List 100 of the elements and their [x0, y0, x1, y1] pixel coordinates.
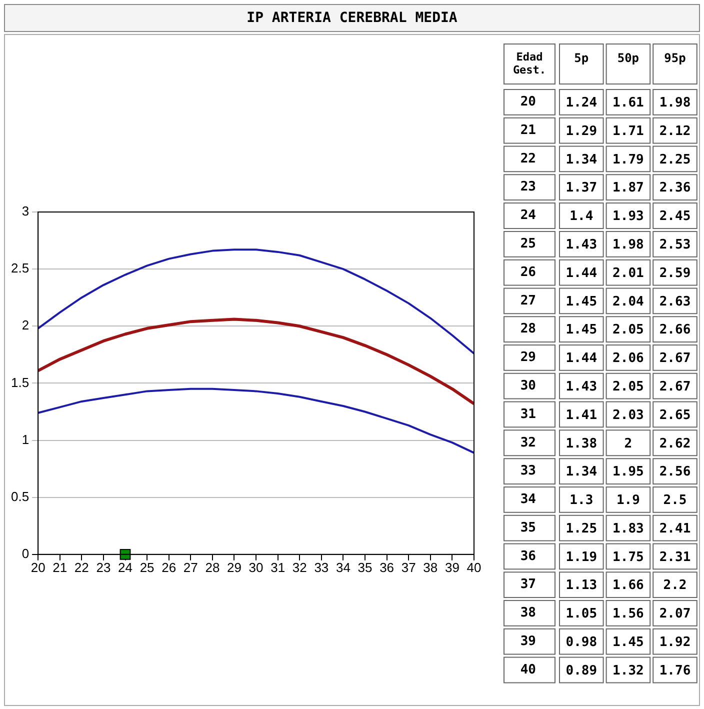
data-label: 2.41 — [659, 521, 691, 536]
y-tick-label: 26 — [520, 264, 536, 280]
data-label: 2.5 — [663, 493, 687, 508]
x-tick-label: 33 — [314, 560, 329, 575]
data-label: 1.44 — [566, 266, 598, 281]
data-label: 1.76 — [659, 663, 691, 678]
data-label: 1.4 — [570, 209, 594, 224]
x-tick-label: 30 — [248, 560, 264, 575]
x-tick-label: 40 — [466, 560, 482, 575]
y-tick-label: 21 — [520, 122, 536, 138]
data-label: 1.61 — [612, 96, 644, 111]
x-tick-label: 36 — [380, 560, 394, 575]
y-tick-label: 34 — [520, 492, 536, 508]
data-label: 0.98 — [566, 634, 598, 650]
data-label: 1.87 — [612, 180, 644, 196]
x-tick-label: 50p — [617, 50, 640, 65]
x-tick-label: 28 — [205, 560, 220, 575]
data-label: 1.44 — [566, 351, 598, 366]
x-tick-label: 37 — [401, 560, 416, 575]
y-tick-label: 25 — [520, 236, 536, 252]
data-label: 1.66 — [612, 578, 644, 594]
data-label: 2.05 — [612, 322, 644, 338]
y-tick-label: 2 — [22, 318, 30, 333]
x-tick-label: 35 — [358, 560, 372, 575]
data-label: 1.34 — [566, 464, 598, 480]
data-label: 1.37 — [566, 180, 598, 196]
x-tick-label: 39 — [444, 560, 460, 575]
y-tick-label: 1.5 — [10, 374, 30, 390]
x-tick-label: 24 — [118, 560, 132, 575]
data-label: 1.43 — [566, 238, 598, 253]
data-label: 1.13 — [566, 578, 598, 594]
x-tick-label: 26 — [162, 560, 176, 575]
data-label: 1.79 — [612, 152, 644, 168]
data-label: 1.25 — [566, 521, 598, 536]
data-label: 1.34 — [566, 152, 598, 168]
data-label: 2.45 — [659, 209, 691, 224]
data-label: 2.12 — [659, 124, 691, 139]
data-label: 1.9 — [616, 493, 640, 508]
data-label: 2.31 — [659, 550, 691, 565]
data-label: 1.19 — [566, 550, 598, 565]
data-label: 1.71 — [612, 124, 644, 139]
x-tick-label: 32 — [292, 560, 307, 575]
data-label: 1.56 — [612, 606, 644, 622]
y-tick-label: 37 — [520, 577, 536, 592]
y-tick-label: 2.5 — [10, 260, 30, 276]
data-label: 1.98 — [659, 96, 691, 111]
y-tick-label: 29 — [520, 350, 536, 366]
y-tick-label: 38 — [520, 606, 536, 621]
data-label: 2.05 — [612, 379, 644, 394]
data-label: 2.53 — [659, 238, 691, 253]
data-label: 2 — [624, 436, 632, 452]
data-label: 1.41 — [566, 408, 598, 423]
data-label: 1.45 — [566, 294, 598, 310]
data-label: 1.05 — [566, 606, 598, 622]
data-label: 2.01 — [612, 266, 644, 281]
data-label: 1.95 — [612, 464, 644, 480]
data-label: 2.63 — [659, 294, 691, 310]
y-tick-label: 22 — [520, 151, 536, 166]
y-tick-label: 24 — [520, 208, 536, 224]
text: Edad Gest. — [512, 50, 546, 76]
y-tick-label: 33 — [520, 464, 536, 479]
x-tick-label: 5p — [574, 50, 589, 65]
data-label: 0.89 — [566, 663, 598, 678]
data-label: 2.2 — [663, 578, 687, 594]
x-tick-label: 31 — [270, 560, 286, 575]
x-tick-label: 22 — [74, 560, 89, 575]
y-tick-label: 1 — [22, 432, 30, 447]
data-label: 1.29 — [566, 124, 598, 139]
data-label: 1.98 — [612, 238, 644, 253]
x-tick-label: 25 — [140, 560, 154, 575]
x-tick-label: 38 — [423, 560, 438, 575]
y-tick-label: 0 — [22, 546, 30, 561]
chart-title: IP ARTERIA CEREBRAL MEDIA — [4, 4, 700, 32]
y-tick-label: 36 — [520, 548, 536, 564]
y-tick-label: 40 — [520, 662, 536, 678]
data-label: 1.83 — [612, 521, 644, 536]
y-tick-label: 28 — [520, 322, 536, 337]
data-label: 2.03 — [612, 408, 644, 423]
y-tick-label: 31 — [520, 406, 536, 422]
x-tick-label: 95p — [664, 50, 686, 65]
data-label: 2.66 — [659, 322, 691, 338]
data-label: 1.3 — [570, 493, 594, 508]
x-tick-label: 29 — [227, 560, 242, 575]
data-label: 1.43 — [566, 379, 598, 394]
y-tick-label: 32 — [520, 435, 536, 450]
x-tick-label: 34 — [336, 560, 350, 575]
y-tick-label: 39 — [520, 634, 536, 649]
data-label: 2.36 — [659, 180, 691, 196]
data-label: 1.45 — [612, 634, 644, 650]
data-label: 1.92 — [659, 634, 691, 650]
y-tick-label: 27 — [520, 293, 536, 308]
data-label: 2.67 — [659, 351, 691, 366]
data-label: 1.93 — [612, 209, 644, 224]
data-label: 2.65 — [659, 408, 691, 423]
data-label: 1.32 — [612, 663, 644, 678]
data-label: 1.75 — [612, 550, 644, 565]
data-label: 2.62 — [659, 436, 691, 452]
y-tick-label: 0.5 — [10, 488, 30, 504]
y-tick-label: 35 — [520, 520, 536, 536]
x-tick-label: 21 — [52, 560, 68, 575]
